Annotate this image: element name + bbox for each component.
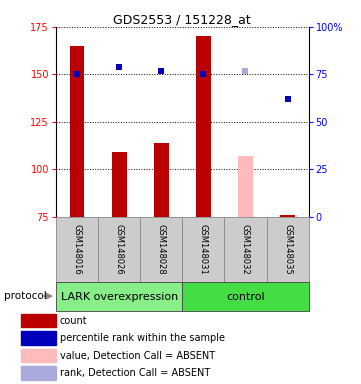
Bar [238, 156, 253, 217]
Text: rank, Detection Call = ABSENT: rank, Detection Call = ABSENT [60, 368, 210, 378]
Text: GSM148035: GSM148035 [283, 224, 292, 275]
Title: GDS2553 / 151228_at: GDS2553 / 151228_at [113, 13, 251, 26]
Bar [140, 217, 182, 282]
Bar [154, 143, 169, 217]
Text: GSM148031: GSM148031 [199, 224, 208, 275]
Bar [21, 366, 56, 380]
Bar [56, 217, 98, 282]
Bar [196, 36, 211, 217]
Bar [56, 282, 182, 311]
Bar [98, 217, 140, 282]
Bar [225, 217, 266, 282]
Bar [280, 215, 295, 217]
Bar [182, 282, 309, 311]
Bar [182, 217, 225, 282]
Bar [21, 349, 56, 362]
Bar [70, 46, 84, 217]
Text: count: count [60, 316, 87, 326]
Text: GSM148032: GSM148032 [241, 224, 250, 275]
Bar [21, 314, 56, 327]
Bar [112, 152, 126, 217]
Text: protocol: protocol [4, 291, 46, 301]
Text: control: control [226, 291, 265, 302]
Bar [266, 217, 309, 282]
Text: LARK overexpression: LARK overexpression [61, 291, 178, 302]
Bar [21, 331, 56, 344]
Text: GSM148028: GSM148028 [157, 224, 166, 275]
Text: value, Detection Call = ABSENT: value, Detection Call = ABSENT [60, 351, 215, 361]
Text: GSM148026: GSM148026 [115, 224, 123, 275]
Text: percentile rank within the sample: percentile rank within the sample [60, 333, 225, 343]
Text: GSM148016: GSM148016 [73, 224, 82, 275]
